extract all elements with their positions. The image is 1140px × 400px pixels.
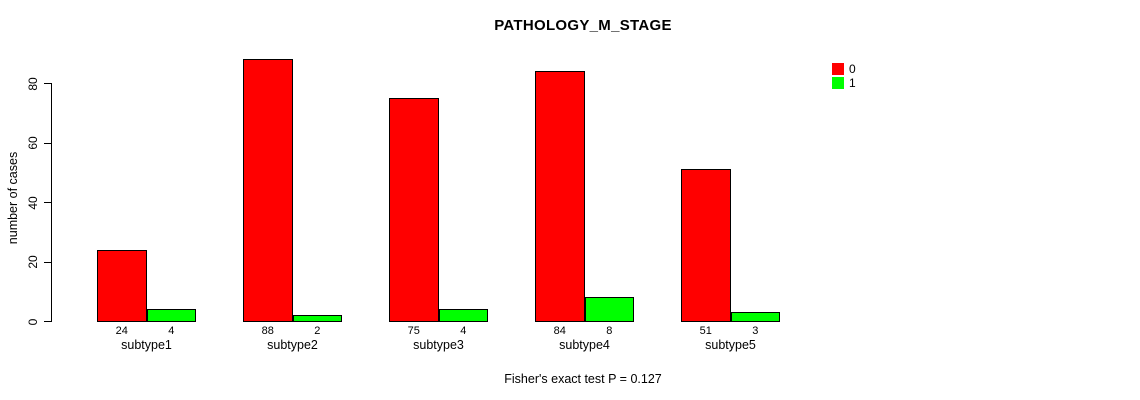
category-label-subtype2: subtype2 — [267, 338, 318, 352]
y-tick-label: 20 — [26, 255, 40, 269]
bar-subtype2-0 — [243, 59, 293, 322]
bar-subtype5-1 — [730, 312, 780, 322]
bar-count-subtype2-0: 88 — [261, 325, 274, 337]
y-tick-label: 40 — [26, 195, 40, 210]
bar-count-subtype5-1: 3 — [752, 325, 759, 337]
bar-count-subtype1-1: 4 — [168, 325, 175, 337]
y-tick-label: 0 — [26, 318, 40, 325]
bar-subtype4-1 — [584, 297, 634, 322]
y-tick-mark — [44, 83, 51, 84]
category-label-subtype5: subtype5 — [705, 338, 756, 352]
chart-title: PATHOLOGY_M_STAGE — [494, 17, 672, 34]
bar-subtype2-1 — [292, 315, 342, 322]
y-tick-mark — [44, 142, 51, 144]
bar-count-subtype4-0: 84 — [553, 325, 566, 337]
category-label-subtype4: subtype4 — [559, 338, 610, 352]
bar-subtype3-1 — [438, 309, 488, 322]
legend-swatch-green — [832, 77, 844, 89]
bar-count-subtype3-1: 4 — [460, 325, 467, 337]
category-label-subtype1: subtype1 — [121, 338, 172, 352]
bar-count-subtype4-1: 8 — [606, 325, 613, 337]
y-tick-mark — [44, 321, 51, 322]
bar-count-subtype5-0: 51 — [699, 325, 712, 337]
y-tick-mark — [44, 261, 51, 263]
y-tick-label: 80 — [26, 76, 40, 91]
legend-label-0: 0 — [849, 62, 856, 76]
bar-count-subtype2-1: 2 — [314, 325, 321, 337]
bar-subtype1-0 — [97, 250, 147, 322]
legend: 0 1 — [832, 63, 856, 91]
y-axis-line — [51, 83, 52, 322]
category-label-subtype3: subtype3 — [413, 338, 464, 352]
legend-item-1: 1 — [832, 77, 856, 89]
bar-subtype1-1 — [146, 309, 196, 322]
bar-subtype4-0 — [535, 71, 585, 322]
legend-item-0: 0 — [832, 63, 856, 75]
legend-swatch-red — [832, 63, 844, 75]
y-tick-mark — [44, 202, 51, 203]
y-tick-label: 60 — [26, 136, 40, 150]
y-axis-title: number of cases — [6, 151, 20, 245]
bar-subtype3-0 — [389, 98, 439, 322]
bar-count-subtype3-0: 75 — [407, 325, 420, 337]
fisher-test-footnote: Fisher's exact test P = 0.127 — [504, 372, 662, 386]
bar-subtype5-0 — [681, 169, 731, 322]
legend-label-1: 1 — [849, 76, 856, 90]
bar-count-subtype1-0: 24 — [115, 325, 128, 337]
